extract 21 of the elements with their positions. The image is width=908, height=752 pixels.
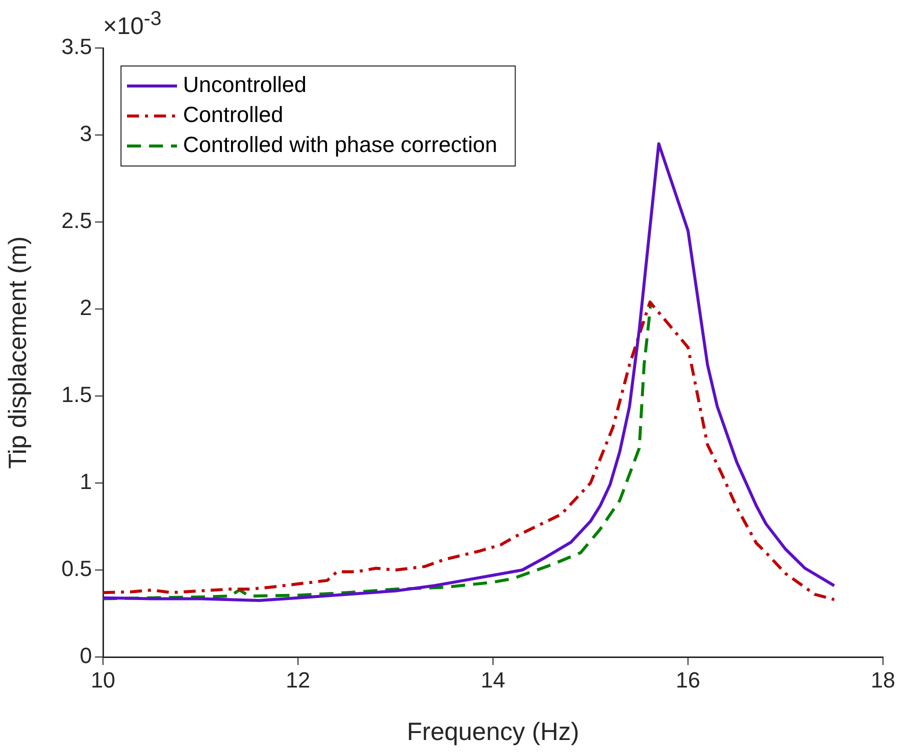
line-series <box>103 300 836 602</box>
legend-label: Uncontrolled <box>183 72 307 98</box>
x-tick-label: 16 <box>676 667 700 692</box>
y-tick-label: 2 <box>80 295 92 320</box>
x-tick-label: 18 <box>870 667 896 692</box>
legend-label: Controlled <box>183 102 284 128</box>
line-series <box>103 300 652 600</box>
y-tick-label: 1.5 <box>61 382 92 408</box>
y-tick-label: 0.5 <box>61 556 92 582</box>
y-tick-label: 3.5 <box>61 34 92 60</box>
legend-label: Controlled with phase correction <box>183 132 498 158</box>
x-tick-label: 12 <box>286 667 310 692</box>
y-tick-label: 3 <box>80 121 92 146</box>
text: ×10$^{-3}$ <box>103 8 162 41</box>
y-axis-title: Tip displacement (m) <box>4 236 32 469</box>
y-tick-label: 1 <box>80 469 92 494</box>
y-tick-label: 2.5 <box>61 208 92 234</box>
y-tick-label: 0 <box>80 643 92 668</box>
x-axis-title: Frequency (Hz) <box>406 718 580 746</box>
x-tick-label: 14 <box>480 667 506 692</box>
x-tick-label: 10 <box>90 667 116 692</box>
